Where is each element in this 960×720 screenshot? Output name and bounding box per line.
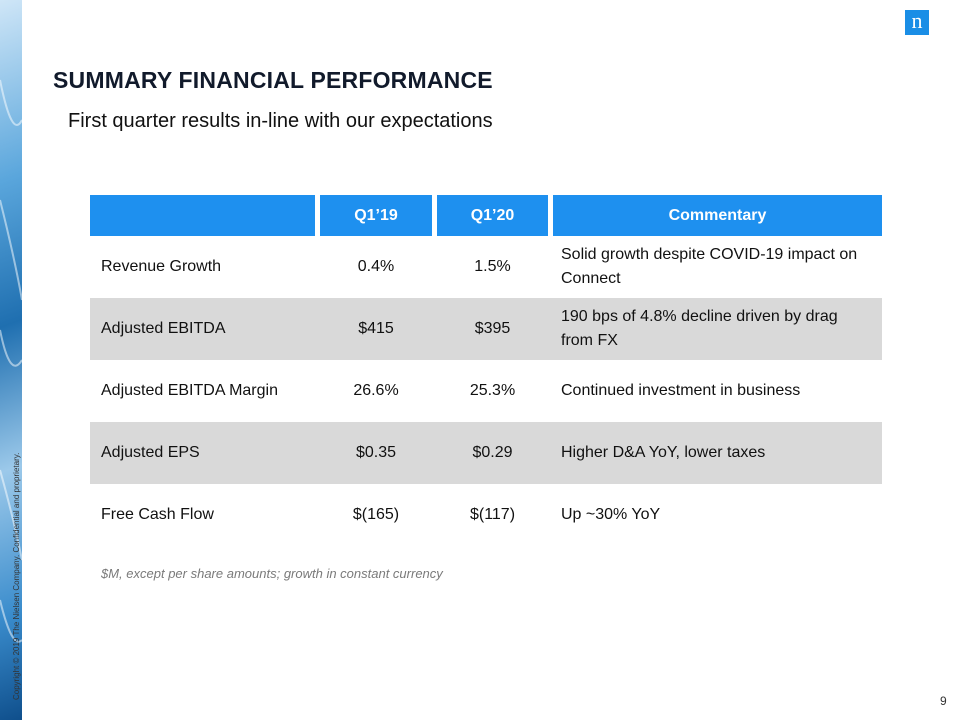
table-cell: Up ~30% YoY	[561, 506, 661, 523]
row-background	[90, 298, 882, 360]
footnote: $M, except per share amounts; growth in …	[101, 566, 443, 581]
subtitle: First quarter results in-line with our e…	[68, 110, 493, 132]
title: SUMMARY FINANCIAL PERFORMANCE	[53, 67, 493, 93]
table-cell: Solid growth despite COVID-19 impact on …	[561, 246, 858, 287]
table-cell: $0.35	[355, 444, 397, 461]
table-cell: $395	[474, 320, 511, 337]
header-cell: Q1’19	[320, 195, 432, 236]
table-cell: $(165)	[352, 506, 400, 523]
decorative-strip	[0, 0, 22, 720]
table-cell: 25.3%	[469, 382, 516, 399]
copyright: Copyright © 2019 The Nielsen Company. Co…	[12, 452, 21, 700]
table-cell: 0.4%	[357, 258, 395, 275]
table-cell: Adjusted EPS	[101, 444, 200, 461]
header-cell: Q1’20	[437, 195, 548, 236]
table-cell: Revenue Growth	[101, 258, 222, 275]
table-cell: Adjusted EBITDA	[101, 320, 226, 337]
table-cell: 1.5%	[474, 258, 511, 275]
table-cell: Continued investment in business	[561, 382, 801, 399]
strip-pattern	[0, 79, 22, 643]
table-cell: Adjusted EBITDA Margin	[101, 382, 278, 399]
table-cell: Higher D&A YoY, lower taxes	[561, 444, 766, 461]
logo: n	[905, 10, 929, 35]
page-number: 9	[940, 694, 947, 708]
table-cell: $0.29	[472, 444, 513, 461]
table-cell: $(117)	[469, 506, 516, 523]
table-cell: 190 bps of 4.8% decline driven by drag f…	[561, 308, 838, 349]
row-background	[90, 422, 882, 484]
table-cell: 26.6%	[353, 382, 399, 399]
header-cell: Commentary	[553, 195, 882, 236]
table-cell: $415	[358, 320, 394, 337]
header-cell	[90, 195, 315, 236]
table-cell: Free Cash Flow	[101, 506, 214, 523]
